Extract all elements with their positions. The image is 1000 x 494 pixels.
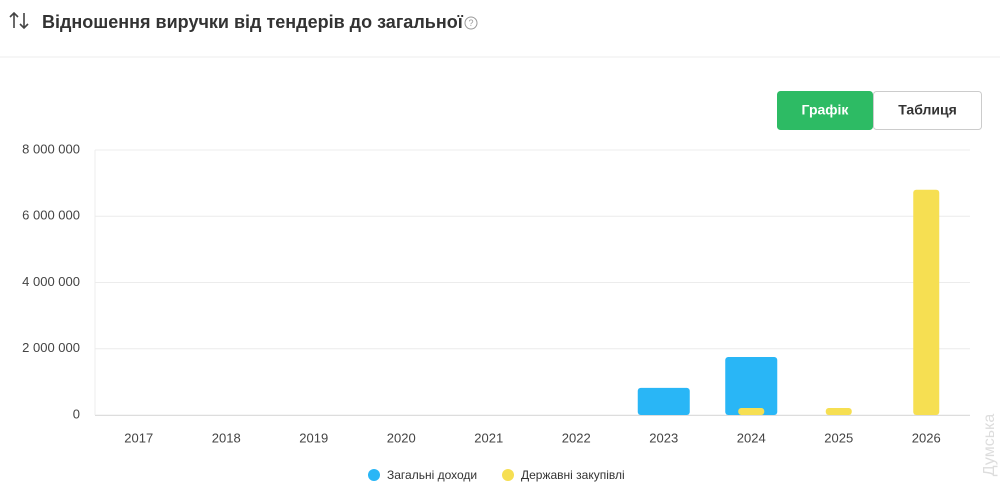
help-icon[interactable] [464, 16, 478, 30]
toggle-button[interactable] [873, 91, 982, 130]
sort-icon [9, 11, 29, 30]
y-tick-label: 2 000 000 [22, 340, 80, 355]
x-tick-label: 2020 [387, 430, 416, 445]
watermark: Думська [981, 414, 998, 477]
x-tick-label: 2026 [912, 430, 941, 445]
legend-marker [502, 469, 514, 481]
y-tick-label: 4 000 000 [22, 274, 80, 289]
bar [913, 189, 940, 415]
chart: 0 2 000 000 4 000 000 6 000 000 8 000 000 201… [22, 141, 970, 482]
x-tick-label: 2019 [299, 430, 328, 445]
bar [825, 408, 852, 415]
bar [637, 387, 690, 415]
x-tick-label: 2018 [212, 430, 241, 445]
toggle-label: Графік [802, 102, 850, 118]
x-tick-label: 2025 [824, 430, 853, 445]
bar [725, 357, 778, 415]
legend-marker [368, 469, 380, 481]
legend-label: Загальні доходи [387, 468, 477, 482]
x-tick-label: 2021 [474, 430, 503, 445]
x-tick-label: 2023 [649, 430, 678, 445]
toggle-label: Таблиця [898, 102, 957, 118]
y-tick-label: 8 000 000 [22, 141, 80, 156]
legend-label: Державні закупівлі [521, 468, 625, 482]
bar [738, 408, 765, 415]
x-tick-label: 2024 [737, 430, 766, 445]
page-title: Відношення виручки від тендерів до загал… [42, 12, 464, 32]
y-tick-label: 0 [73, 406, 80, 421]
help-icon-text: ? [468, 18, 473, 28]
x-tick-label: 2017 [124, 430, 153, 445]
y-tick-label: 6 000 000 [22, 208, 80, 223]
view-toggle: Графік Таблиця [777, 91, 982, 130]
x-tick-label: 2022 [562, 430, 591, 445]
toggle-button[interactable] [777, 91, 873, 130]
